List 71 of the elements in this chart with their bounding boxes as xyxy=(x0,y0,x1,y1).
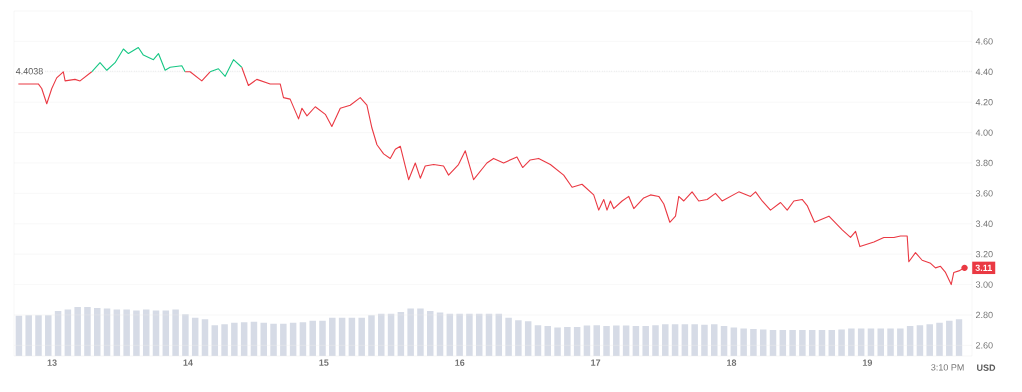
bar xyxy=(926,324,933,356)
y-tick-label: 4.00 xyxy=(975,129,993,136)
bar xyxy=(319,320,326,356)
bar xyxy=(505,317,512,356)
bar xyxy=(182,314,189,356)
bar xyxy=(936,322,943,356)
ref-line-label: 4.4038 xyxy=(15,68,43,75)
x-tick-label: 19 xyxy=(862,359,873,366)
x-tick-label: 14 xyxy=(183,359,193,366)
y-tick-label: 4.20 xyxy=(975,99,993,106)
x-tick-label: 15 xyxy=(319,359,329,366)
bar xyxy=(750,329,757,356)
bar xyxy=(368,315,375,356)
bar xyxy=(172,309,179,356)
bar xyxy=(407,308,414,356)
y-tick-label: 3.60 xyxy=(975,190,993,197)
y-tick-label: 4.40 xyxy=(975,68,993,75)
bar xyxy=(887,328,894,356)
text: 3:10 PM xyxy=(931,364,964,371)
bar xyxy=(270,323,277,356)
bar xyxy=(25,315,32,356)
bar xyxy=(603,326,610,356)
bar xyxy=(838,329,845,356)
y-tick-label: 3.20 xyxy=(975,250,993,258)
y-tick-label: 2.60 xyxy=(976,342,993,349)
y-tick-label: 2.80 xyxy=(976,311,993,319)
bar xyxy=(897,328,904,356)
bar xyxy=(329,317,336,356)
bar xyxy=(94,307,101,356)
bar xyxy=(515,320,522,356)
bar xyxy=(691,324,698,356)
bar xyxy=(593,325,600,356)
bar xyxy=(466,313,473,356)
x-tick-label: 16 xyxy=(455,359,465,366)
bar xyxy=(280,323,287,356)
x-tick-label: 13 xyxy=(47,359,57,366)
annotation: 3.11 xyxy=(975,264,992,272)
bar xyxy=(221,324,228,356)
bar xyxy=(84,307,91,356)
y-tick-label: 4.60 xyxy=(975,38,993,45)
y-tick-label: 3.40 xyxy=(975,220,993,227)
bar xyxy=(417,308,424,356)
bar xyxy=(554,327,561,356)
bar xyxy=(799,330,806,356)
bar xyxy=(711,324,718,356)
y-tick-label: 3.00 xyxy=(975,281,993,288)
bar xyxy=(231,322,238,356)
bar xyxy=(378,313,385,356)
bar xyxy=(35,315,42,356)
bar xyxy=(133,310,140,356)
bar xyxy=(74,307,81,356)
bar xyxy=(789,330,796,356)
y-axis-title: USD xyxy=(977,364,996,371)
bar xyxy=(652,325,659,356)
x-tick-label: 17 xyxy=(591,359,601,366)
bar xyxy=(123,309,130,356)
bar xyxy=(662,324,669,356)
bar xyxy=(309,320,316,356)
bar xyxy=(848,328,855,356)
bar xyxy=(740,328,747,356)
bar xyxy=(946,320,953,356)
bar xyxy=(613,325,620,356)
bar xyxy=(564,327,571,356)
bar xyxy=(358,317,365,356)
bar xyxy=(642,326,649,356)
bar xyxy=(45,315,52,356)
y-tick-label: 3.80 xyxy=(975,159,993,167)
bar xyxy=(456,313,463,356)
x-tick-label: 18 xyxy=(727,359,737,366)
bar xyxy=(701,324,708,356)
bar xyxy=(260,322,267,356)
